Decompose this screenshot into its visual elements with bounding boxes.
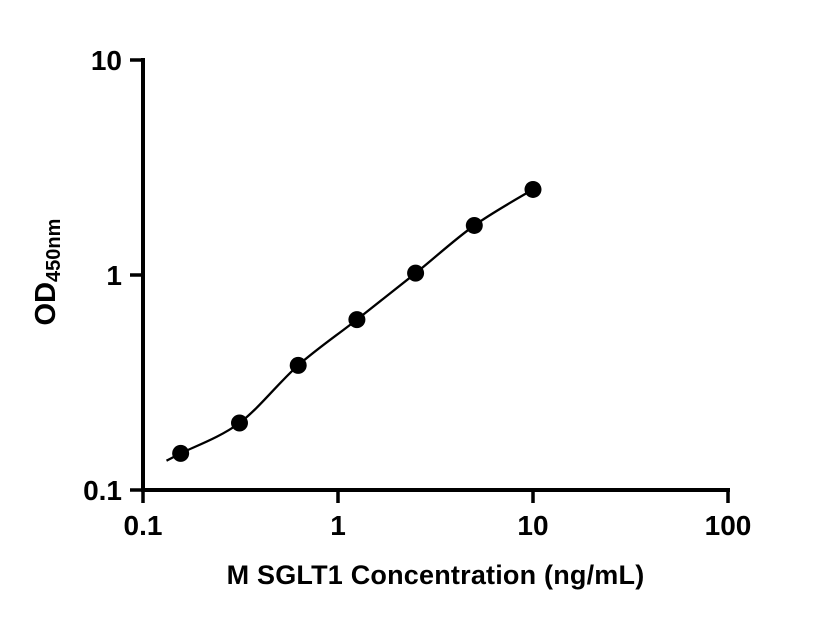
- y-tick-label: 0.1: [83, 475, 122, 506]
- y-tick-label: 1: [106, 260, 122, 291]
- x-tick-label: 100: [705, 510, 752, 541]
- x-tick-label: 0.1: [124, 510, 163, 541]
- x-axis-title: M SGLT1 Concentration (ng/mL): [226, 560, 645, 590]
- data-point: [407, 264, 425, 282]
- y-axis-title-main: OD: [30, 281, 62, 326]
- x-tick-label: 1: [330, 510, 346, 541]
- data-point: [524, 180, 542, 198]
- y-axis-title-subscript: 450nm: [43, 218, 65, 282]
- data-point: [348, 311, 366, 329]
- y-axis-title: OD450nm: [30, 219, 66, 326]
- data-point: [230, 414, 248, 432]
- data-point: [172, 444, 190, 462]
- data-point: [465, 216, 483, 234]
- y-tick-label: 10: [91, 45, 122, 76]
- data-point: [289, 356, 307, 374]
- x-tick-label: 10: [517, 510, 548, 541]
